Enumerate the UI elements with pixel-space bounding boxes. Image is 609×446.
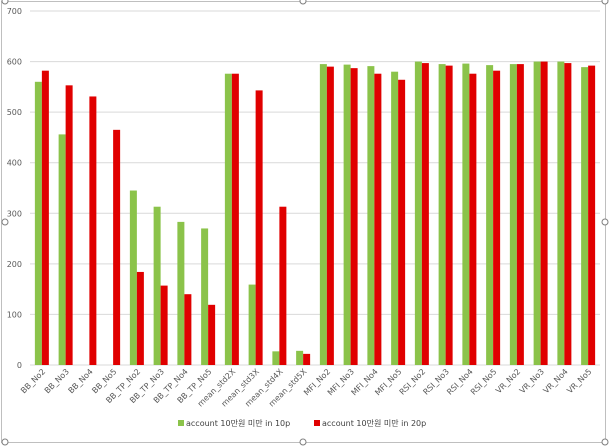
resize-handle[interactable] xyxy=(1,218,9,226)
bar-2[interactable] xyxy=(255,90,263,365)
bar-2[interactable] xyxy=(279,206,287,365)
bar-2[interactable] xyxy=(41,70,49,365)
y-tick-label: 200 xyxy=(7,260,22,269)
bar-2[interactable] xyxy=(540,61,548,365)
bar-2[interactable] xyxy=(208,304,216,365)
legend-swatch-2 xyxy=(314,420,320,426)
bar-1[interactable] xyxy=(581,67,589,366)
bar-1[interactable] xyxy=(414,61,422,365)
y-tick-label: 300 xyxy=(7,209,22,218)
y-tick-label: 600 xyxy=(7,58,22,67)
legend-swatch-1 xyxy=(178,420,184,426)
x-category-label: BB_No4 xyxy=(67,367,95,395)
x-category-label: RSI_No5 xyxy=(469,367,499,397)
bar-2[interactable] xyxy=(113,129,121,365)
legend-label-2: account 10만원 미만 in 20p xyxy=(322,419,426,428)
x-category-label: VR_No3 xyxy=(518,367,546,395)
bar-1[interactable] xyxy=(34,81,42,366)
bar-1[interactable] xyxy=(177,221,185,365)
bar-2[interactable] xyxy=(89,96,97,366)
x-category-label: VR_No5 xyxy=(565,367,593,395)
x-category-label: BB_No3 xyxy=(43,367,71,395)
bar-2[interactable] xyxy=(564,63,572,366)
bar-2[interactable] xyxy=(326,66,334,365)
resize-handle[interactable] xyxy=(601,438,609,446)
y-tick-label: 500 xyxy=(7,108,22,117)
bar-1[interactable] xyxy=(296,350,304,365)
bar-2[interactable] xyxy=(445,65,453,366)
bar-2[interactable] xyxy=(231,73,239,366)
resize-handle[interactable] xyxy=(299,0,307,5)
x-category-label: VR_No2 xyxy=(494,367,522,395)
resize-handle[interactable] xyxy=(601,0,609,5)
x-category-label: VR_No4 xyxy=(542,367,570,395)
resize-handle[interactable] xyxy=(601,218,609,226)
bar-1[interactable] xyxy=(272,351,280,365)
resize-handle[interactable] xyxy=(1,438,9,446)
bar-2[interactable] xyxy=(303,353,311,365)
bar-2[interactable] xyxy=(350,68,358,365)
bar-1[interactable] xyxy=(153,206,161,365)
bar-1[interactable] xyxy=(462,63,470,365)
bar-1[interactable] xyxy=(319,64,327,365)
bar-1[interactable] xyxy=(391,71,399,365)
bar-1[interactable] xyxy=(129,190,137,365)
bar-2[interactable] xyxy=(65,85,73,365)
bar-1[interactable] xyxy=(343,64,351,365)
bar-2[interactable] xyxy=(398,79,406,365)
bar-2[interactable] xyxy=(160,285,168,365)
y-tick-label: 0 xyxy=(17,361,22,370)
bar-1[interactable] xyxy=(367,66,375,365)
y-tick-label: 700 xyxy=(7,7,22,16)
legend-label-1: account 10만원 미만 in 10p xyxy=(186,419,290,428)
bar-2[interactable] xyxy=(469,73,477,366)
resize-handle[interactable] xyxy=(299,438,307,446)
y-tick-label: 400 xyxy=(7,159,22,168)
y-tick-label: 100 xyxy=(7,310,22,319)
resize-handle[interactable] xyxy=(1,0,9,5)
bar-1[interactable] xyxy=(224,73,232,366)
x-category-label: BB_No2 xyxy=(19,367,47,395)
bar-2[interactable] xyxy=(421,63,429,366)
bar-2[interactable] xyxy=(374,73,382,366)
bar-2[interactable] xyxy=(516,64,524,365)
bar-1[interactable] xyxy=(557,61,565,365)
bar-1[interactable] xyxy=(201,228,209,365)
bar-1[interactable] xyxy=(438,64,446,365)
bar-1[interactable] xyxy=(486,65,494,366)
bar-1[interactable] xyxy=(58,134,66,365)
bar-2[interactable] xyxy=(184,294,192,365)
bar-1[interactable] xyxy=(509,64,517,365)
bar-2[interactable] xyxy=(136,271,144,365)
bar-1[interactable] xyxy=(533,61,541,365)
bar-2[interactable] xyxy=(493,70,501,365)
bar-1[interactable] xyxy=(248,284,256,365)
bar-2[interactable] xyxy=(588,65,596,366)
